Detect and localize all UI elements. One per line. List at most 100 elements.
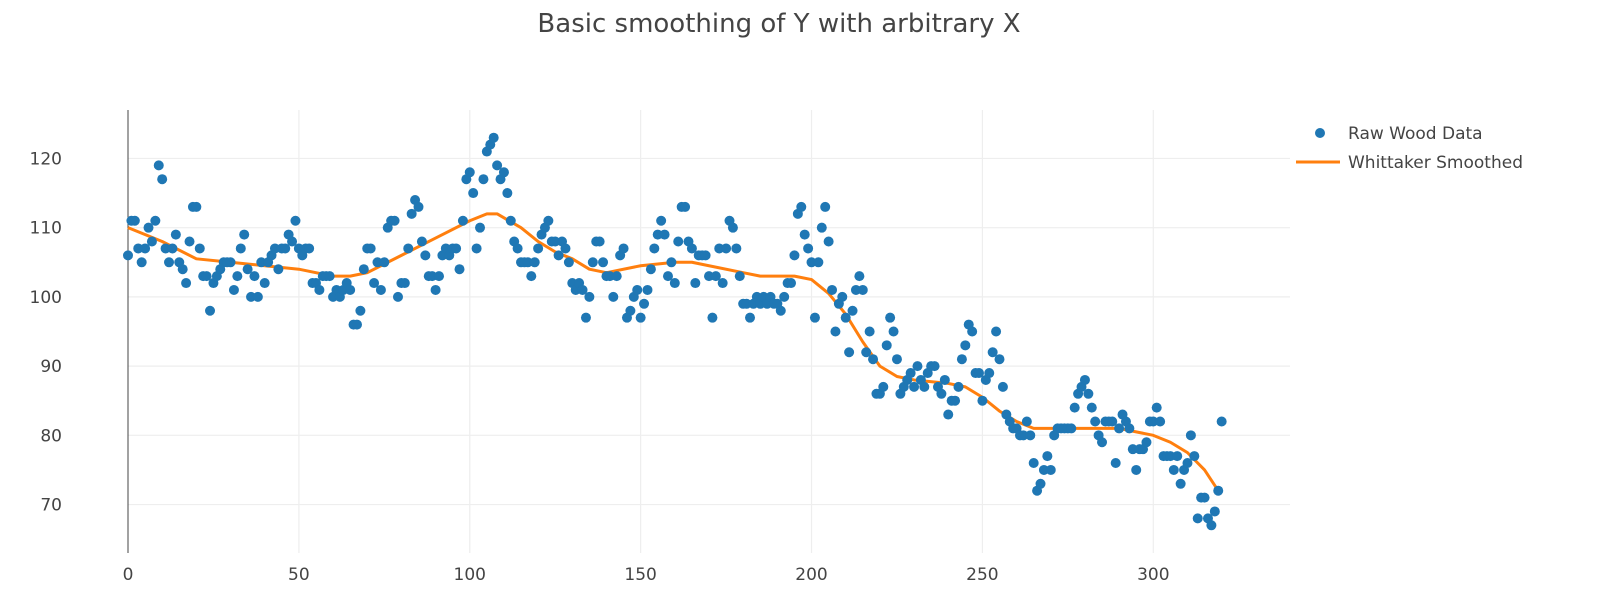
data-point [816, 222, 827, 233]
data-point [1131, 464, 1142, 475]
data-point [960, 340, 971, 351]
data-point [160, 243, 171, 254]
data-point [943, 409, 954, 420]
data-point [813, 257, 824, 268]
data-point [249, 271, 260, 282]
data-point [150, 215, 161, 226]
data-point [457, 215, 468, 226]
data-point [181, 278, 192, 289]
data-point [919, 381, 930, 392]
data-point [191, 201, 202, 212]
data-point [287, 236, 298, 247]
data-point [1182, 458, 1193, 469]
data-point [1185, 430, 1196, 441]
data-point [714, 243, 725, 254]
raw-points-layer [123, 132, 1227, 531]
data-point [1165, 451, 1176, 462]
data-point [789, 250, 800, 261]
data-point [177, 264, 188, 275]
data-point [823, 236, 834, 247]
data-point [779, 291, 790, 302]
data-point [512, 243, 523, 254]
data-point [611, 271, 622, 282]
data-point [577, 284, 588, 295]
data-point [280, 243, 291, 254]
data-point [1042, 451, 1053, 462]
data-point [809, 312, 820, 323]
data-point [727, 222, 738, 233]
data-point [1151, 402, 1162, 413]
data-point [1114, 423, 1125, 434]
data-point [984, 368, 995, 379]
data-point [799, 229, 810, 240]
data-point [820, 201, 831, 212]
data-point [721, 243, 732, 254]
data-point [857, 284, 868, 295]
data-point [1079, 374, 1090, 385]
legend-item-raw[interactable]: Raw Wood Data [1315, 124, 1483, 144]
data-point [157, 174, 168, 185]
data-point [143, 222, 154, 233]
data-point [1069, 402, 1080, 413]
data-point [645, 264, 656, 275]
data-point [1018, 430, 1029, 441]
data-point [659, 229, 670, 240]
data-point [1175, 478, 1186, 489]
data-point [454, 264, 465, 275]
data-point [840, 312, 851, 323]
data-point [707, 312, 718, 323]
data-point [1168, 464, 1179, 475]
data-point [533, 243, 544, 254]
data-point [1148, 416, 1159, 427]
data-point [235, 243, 246, 254]
data-point [345, 284, 356, 295]
data-point [803, 243, 814, 254]
data-point [1107, 416, 1118, 427]
data-point [205, 305, 216, 316]
data-point [1045, 464, 1056, 475]
data-point [488, 132, 499, 143]
data-point [420, 250, 431, 261]
data-point [891, 354, 902, 365]
data-point [375, 284, 386, 295]
data-point [844, 347, 855, 358]
data-point [129, 215, 140, 226]
data-point [140, 243, 151, 254]
data-point [1216, 416, 1227, 427]
data-point [710, 271, 721, 282]
x-tick-label: 0 [123, 565, 134, 585]
data-point [868, 354, 879, 365]
axis-layer: 70 80 90 100 110 120 0 50 100 150 200 250 300 [30, 110, 1170, 585]
data-point [1028, 458, 1039, 469]
data-point [680, 201, 691, 212]
data-point [502, 188, 513, 199]
data-point [594, 236, 605, 247]
data-point [478, 174, 489, 185]
data-point [994, 354, 1005, 365]
data-point [830, 326, 841, 337]
data-point [745, 312, 756, 323]
chart-title: Basic smoothing of Y with arbitrary X [537, 9, 1020, 39]
data-point [796, 201, 807, 212]
y-tick-label: 120 [30, 149, 62, 169]
data-point [355, 305, 366, 316]
data-point [451, 243, 462, 254]
data-point [475, 222, 486, 233]
data-point [153, 160, 164, 171]
data-point [854, 271, 865, 282]
data-point [563, 257, 574, 268]
data-point [403, 243, 414, 254]
data-point [416, 236, 427, 247]
data-point [632, 284, 643, 295]
x-tick-label: 100 [454, 565, 486, 585]
data-point [905, 368, 916, 379]
data-point [194, 243, 205, 254]
data-point [686, 243, 697, 254]
data-point [1086, 402, 1097, 413]
data-point [1189, 451, 1200, 462]
data-point [252, 291, 263, 302]
data-point [273, 264, 284, 275]
legend-item-smoothed[interactable]: Whittaker Smoothed [1296, 153, 1523, 173]
data-point [618, 243, 629, 254]
data-point [324, 271, 335, 282]
